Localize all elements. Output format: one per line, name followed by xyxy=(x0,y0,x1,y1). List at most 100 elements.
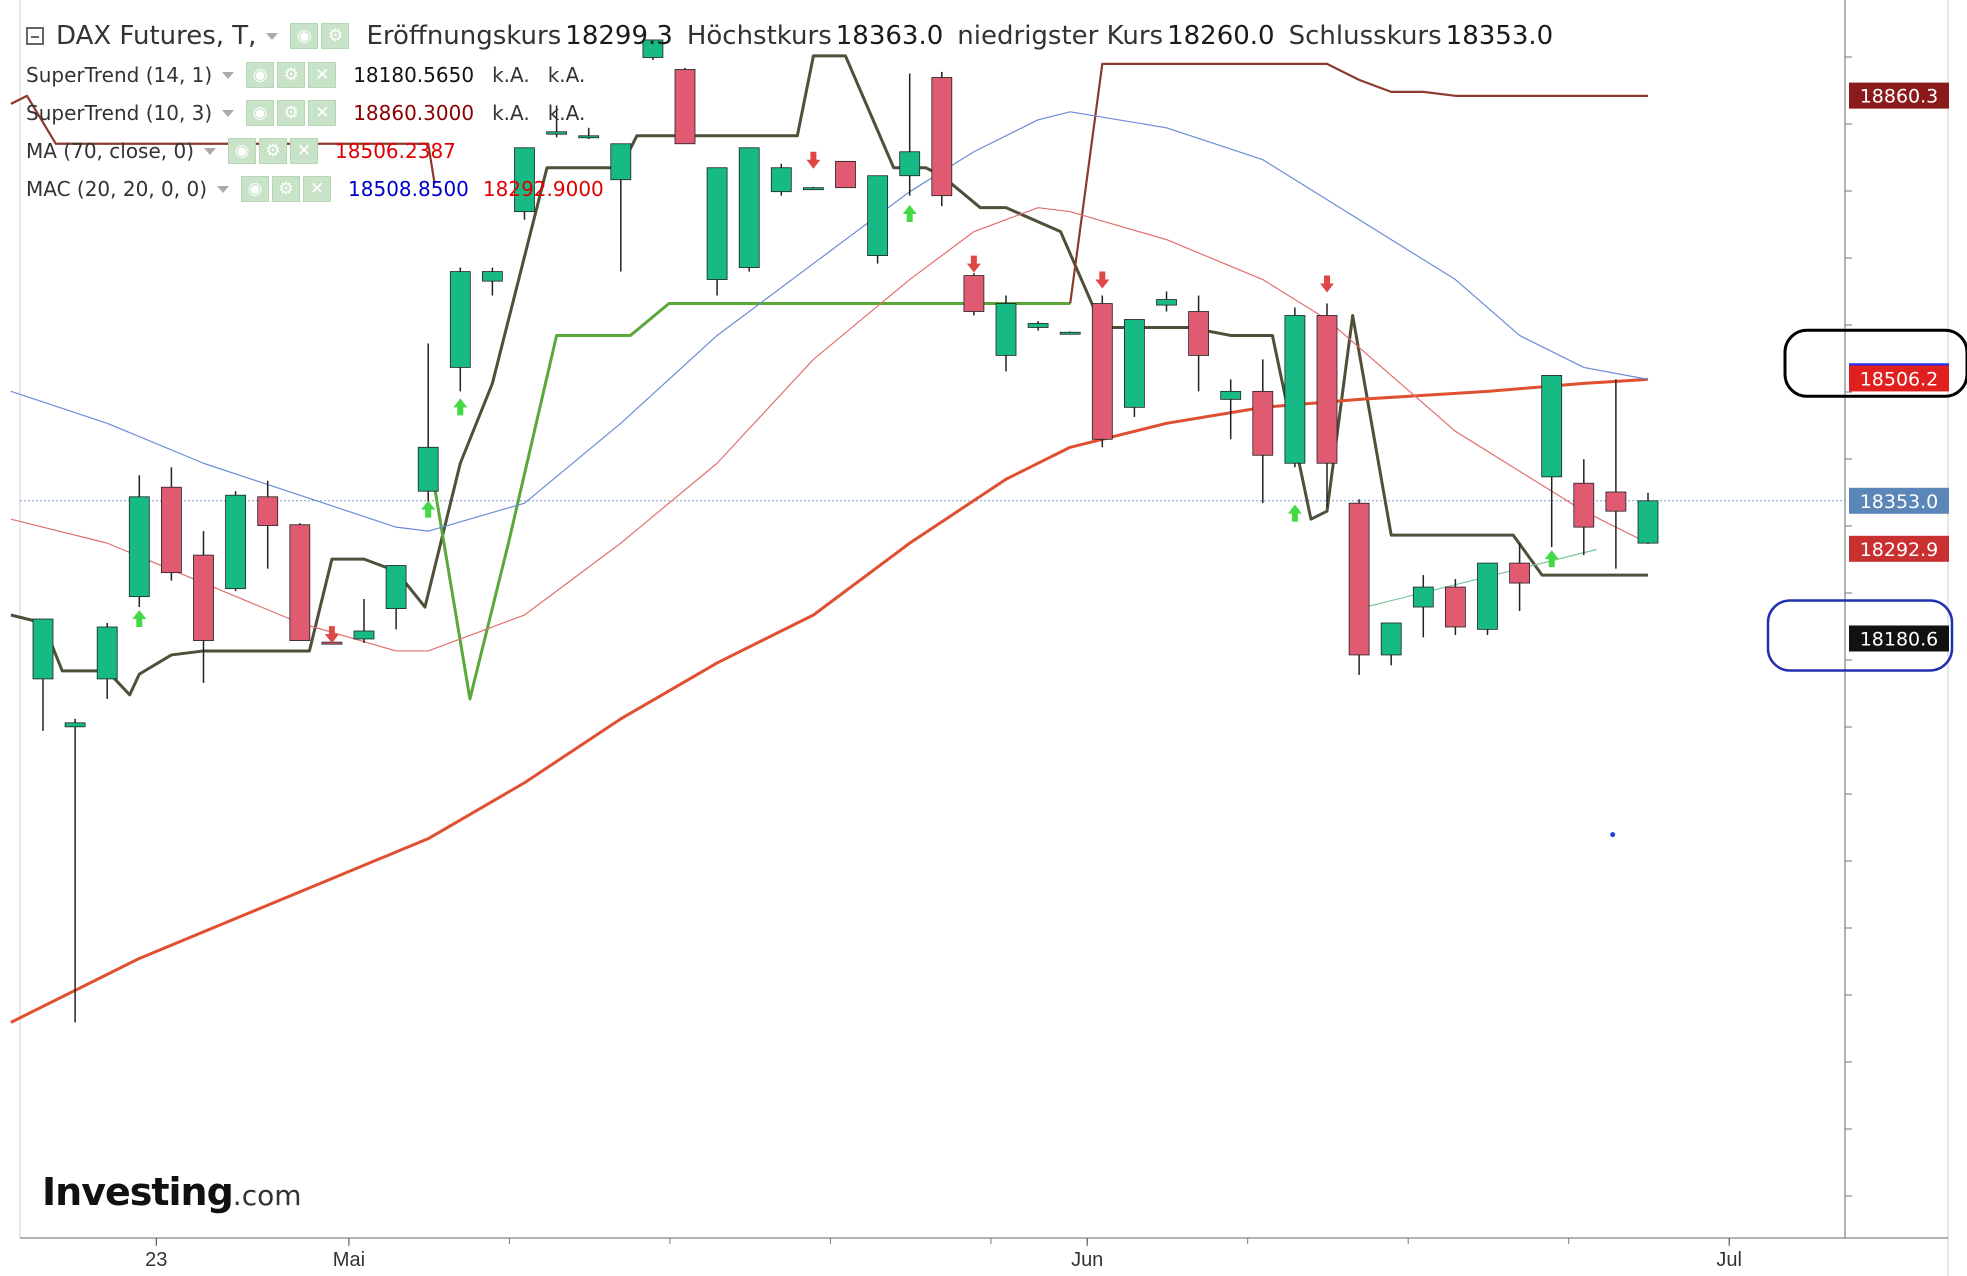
indicator-value-2: 18292.9000 xyxy=(482,177,604,201)
candle-body xyxy=(1509,562,1530,584)
low-label: niedrigster Kurs xyxy=(957,21,1164,51)
marker-dot xyxy=(1610,832,1616,838)
indicator-value: 18506.2387 xyxy=(335,139,456,163)
candle-body xyxy=(963,275,985,312)
signal-up-arrow xyxy=(421,500,436,518)
indicator-name: MA (70, close, 0) xyxy=(26,139,195,163)
eye-icon[interactable]: ◉ xyxy=(246,100,275,126)
price-label-box xyxy=(1849,625,1949,652)
indicator-name: SuperTrend (10, 3) xyxy=(26,101,213,125)
candle-body xyxy=(642,39,664,58)
candle-body xyxy=(193,554,214,641)
candle-body xyxy=(835,160,856,189)
candle-body xyxy=(1027,323,1049,328)
eye-icon[interactable]: ◉ xyxy=(246,62,275,88)
candle-body xyxy=(417,446,439,492)
candle-body xyxy=(1188,311,1209,356)
candle-body xyxy=(546,131,567,135)
candle-body xyxy=(899,151,921,177)
close-icon[interactable]: ✕ xyxy=(290,138,319,164)
candle-body xyxy=(1220,390,1242,400)
indicator-value: 18180.5650 xyxy=(353,63,475,87)
collapse-icon[interactable] xyxy=(26,27,44,45)
signal-down-arrow xyxy=(806,151,821,169)
candle-body xyxy=(931,77,953,197)
price-label-box xyxy=(1849,535,1949,562)
gear-icon[interactable]: ⚙ xyxy=(321,23,350,49)
legend-indicator-supertrend-10[interactable]: SuperTrend (10, 3) ◉ ⚙ ✕ 18860.3000 k.A.… xyxy=(26,94,1553,132)
legend-indicator-ma[interactable]: MA (70, close, 0) ◉ ⚙ ✕ 18506.2387 xyxy=(26,132,1553,170)
candle-body xyxy=(578,135,600,139)
legend-indicator-supertrend-14[interactable]: SuperTrend (14, 1) ◉ ⚙ ✕ 18180.5650 k.A.… xyxy=(26,56,1553,94)
candle-body xyxy=(1605,491,1627,512)
logo-brand: Investing xyxy=(42,1170,234,1214)
candle-body xyxy=(160,486,182,574)
legend-main-row: DAX Futures, T, ◉ ⚙ Eröffnungskurs 18299.… xyxy=(26,16,1553,56)
candle-body xyxy=(706,167,728,280)
candle-body xyxy=(1412,586,1434,608)
indicator-extra: k.A. xyxy=(492,101,530,125)
candle-body xyxy=(1156,299,1177,306)
candle-body xyxy=(610,143,632,181)
signal-down-arrow xyxy=(1095,271,1110,289)
high-value: 18363.0 xyxy=(835,21,944,51)
candle-body xyxy=(481,271,503,282)
price-label-box xyxy=(1849,82,1949,109)
indicator-value: 18860.3000 xyxy=(353,101,475,125)
gear-icon[interactable]: ⚙ xyxy=(272,176,301,202)
price-label-text: 18353.0 xyxy=(1860,491,1939,513)
legend-indicator-mac[interactable]: MAC (20, 20, 0, 0) ◉ ⚙ ✕ 18508.8500 1829… xyxy=(26,170,1553,208)
candle-body xyxy=(1284,315,1306,464)
candle-body xyxy=(770,167,792,193)
eye-icon[interactable]: ◉ xyxy=(290,23,319,49)
indicator-name: SuperTrend (14, 1) xyxy=(26,63,213,87)
candle-body xyxy=(1316,315,1338,464)
price-label-box xyxy=(1849,365,1949,392)
candle-body xyxy=(385,565,407,610)
chevron-down-icon[interactable] xyxy=(266,32,279,40)
x-tick-label: Jul xyxy=(1716,1249,1742,1271)
close-icon[interactable]: ✕ xyxy=(308,62,337,88)
close-label: Schlusskurs xyxy=(1288,21,1442,51)
x-tick-label: Jun xyxy=(1071,1249,1103,1271)
price-label-text: 18860.3 xyxy=(1860,86,1939,108)
gear-icon[interactable]: ⚙ xyxy=(277,100,306,126)
eye-icon[interactable]: ◉ xyxy=(241,176,270,202)
candle-body xyxy=(1380,622,1402,656)
price-label-text: 18180.6 xyxy=(1860,628,1939,650)
indicator-value: 18508.8500 xyxy=(348,177,469,201)
signal-up-arrow xyxy=(453,398,468,416)
candle-body xyxy=(257,496,279,526)
candle-body xyxy=(1252,390,1274,456)
indicator-extra: k.A. xyxy=(547,63,586,87)
series-line xyxy=(10,94,436,184)
series-line xyxy=(426,302,1071,701)
candle-body xyxy=(289,524,311,641)
candle-body xyxy=(449,271,471,368)
close-icon[interactable]: ✕ xyxy=(308,100,337,126)
indicator-extra: k.A. xyxy=(492,63,530,87)
candle-body xyxy=(96,626,118,680)
signal-up-arrow xyxy=(1287,504,1302,522)
candle-body xyxy=(514,147,535,213)
gear-icon[interactable]: ⚙ xyxy=(277,62,306,88)
x-tick-label: 23 xyxy=(145,1249,167,1271)
gear-icon[interactable]: ⚙ xyxy=(259,138,288,164)
candle-body xyxy=(674,69,696,145)
series-line xyxy=(10,207,1649,652)
chevron-down-icon[interactable] xyxy=(204,147,217,155)
logo-domain: .com xyxy=(232,1179,302,1212)
chevron-down-icon[interactable] xyxy=(222,109,235,117)
signal-down-arrow xyxy=(324,626,339,644)
candle-body xyxy=(225,494,247,590)
eye-icon[interactable]: ◉ xyxy=(228,138,257,164)
signal-down-arrow xyxy=(966,255,981,273)
chevron-down-icon[interactable] xyxy=(217,185,230,193)
chart-legend: DAX Futures, T, ◉ ⚙ Eröffnungskurs 18299.… xyxy=(26,16,1553,208)
chevron-down-icon[interactable] xyxy=(222,71,235,79)
candle-body xyxy=(1541,374,1563,478)
close-icon[interactable]: ✕ xyxy=(303,176,332,202)
candle-body xyxy=(1059,331,1081,335)
open-label: Eröffnungskurs xyxy=(366,21,562,51)
